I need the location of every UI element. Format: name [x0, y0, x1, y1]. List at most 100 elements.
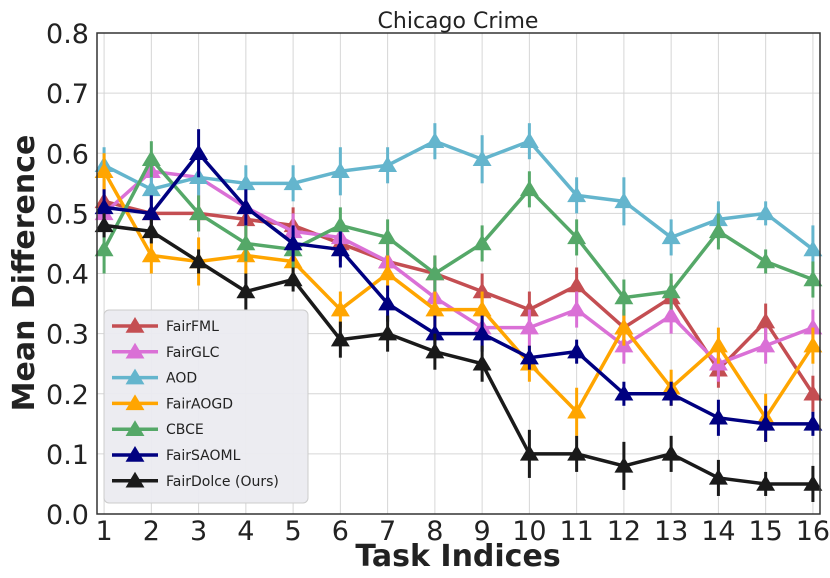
x-tick-label: 16 — [796, 516, 830, 547]
series-aod — [94, 123, 823, 274]
data-point — [330, 216, 350, 233]
data-point — [378, 324, 398, 341]
data-point — [236, 174, 256, 191]
y-tick-label: 0.4 — [46, 260, 89, 291]
data-point — [803, 270, 823, 287]
legend-marker — [125, 394, 145, 411]
data-point — [567, 300, 587, 317]
data-point — [236, 234, 256, 251]
series-line — [103, 199, 815, 395]
data-point — [708, 468, 728, 485]
legend-marker — [125, 420, 145, 436]
chart-title: Chicago Crime — [378, 9, 539, 34]
x-tick-label: 12 — [607, 516, 641, 547]
data-point — [330, 240, 350, 257]
data-point — [756, 252, 776, 269]
data-point — [661, 444, 681, 461]
legend-label: AOD — [166, 371, 197, 387]
x-tick-label: 6 — [332, 516, 349, 547]
data-point — [519, 444, 539, 461]
data-point — [661, 282, 681, 299]
data-point — [378, 294, 398, 311]
y-tick-label: 0.1 — [46, 440, 89, 471]
data-point — [756, 336, 776, 353]
data-point — [330, 300, 350, 317]
series-fairdolce-ours — [94, 213, 823, 502]
x-tick-label: 14 — [701, 516, 735, 547]
data-point — [756, 414, 776, 431]
data-point — [94, 198, 114, 215]
series-line — [103, 139, 814, 251]
x-tick-labels: 1 2 3 4 5 6 7 8 9 10 11 12 13 14 15 16 — [95, 516, 830, 547]
legend-item: FairDolce (Ours) — [112, 471, 279, 490]
data-point — [567, 402, 587, 419]
data-point — [614, 384, 634, 401]
y-tick-label: 0.0 — [46, 500, 89, 531]
data-point — [803, 474, 823, 491]
legend-item: FairFML — [112, 317, 219, 335]
series-fairaogd — [94, 153, 823, 442]
data-point — [141, 180, 161, 197]
y-tick-label: 0.5 — [46, 199, 89, 230]
data-point — [519, 132, 539, 148]
data-point — [236, 282, 256, 299]
data-point — [141, 204, 161, 221]
data-point — [425, 132, 445, 148]
data-point — [425, 300, 445, 317]
data-point — [472, 150, 492, 167]
data-point — [472, 324, 492, 341]
data-point — [141, 222, 161, 239]
data-point — [614, 318, 634, 335]
legend-marker — [125, 317, 145, 333]
data-point — [803, 240, 823, 257]
x-tick-label: 8 — [426, 516, 443, 547]
data-point — [472, 354, 492, 371]
data-point — [283, 234, 303, 251]
x-axis-label: Task Indices — [355, 539, 560, 574]
legend-marker — [125, 471, 145, 488]
x-tick-label: 7 — [379, 516, 396, 547]
legend-marker — [125, 446, 145, 462]
legend-marker — [125, 342, 145, 359]
data-point — [472, 234, 492, 251]
data-point — [756, 312, 776, 329]
data-point — [283, 174, 303, 191]
data-point — [567, 342, 587, 359]
series-line — [102, 169, 814, 366]
data-point — [661, 306, 681, 323]
legend-item: CBCE — [112, 420, 204, 438]
x-tick-label: 9 — [474, 516, 491, 547]
data-point — [803, 318, 823, 335]
data-point — [567, 228, 587, 245]
data-point — [378, 264, 398, 281]
data-point — [472, 282, 492, 299]
data-point — [141, 246, 161, 263]
series-line — [102, 157, 814, 300]
x-tick-label: 11 — [559, 516, 593, 547]
data-point — [378, 228, 398, 245]
y-tick-label: 0.2 — [46, 380, 89, 411]
data-point — [803, 414, 823, 431]
data-point — [803, 336, 823, 353]
data-point — [708, 222, 728, 239]
data-point — [614, 456, 634, 473]
data-point — [283, 270, 303, 287]
data-point — [94, 240, 114, 257]
data-point — [614, 288, 634, 305]
y-tick-label: 0.7 — [46, 79, 89, 110]
data-point — [519, 300, 539, 317]
legend-item: FairGLC — [112, 342, 220, 361]
data-point — [661, 228, 681, 245]
x-tick-label: 15 — [748, 516, 782, 547]
legend-item: FairSAOML — [112, 446, 241, 464]
legend-label: FairFML — [166, 319, 219, 335]
data-point — [94, 216, 114, 233]
data-point — [756, 204, 776, 221]
series-fairsaoml — [94, 129, 823, 442]
x-tick-label: 4 — [237, 516, 254, 547]
x-tick-label: 13 — [654, 516, 688, 547]
data-point — [141, 150, 161, 167]
legend-item: AOD — [112, 368, 197, 387]
legend-label: CBCE — [166, 422, 204, 438]
